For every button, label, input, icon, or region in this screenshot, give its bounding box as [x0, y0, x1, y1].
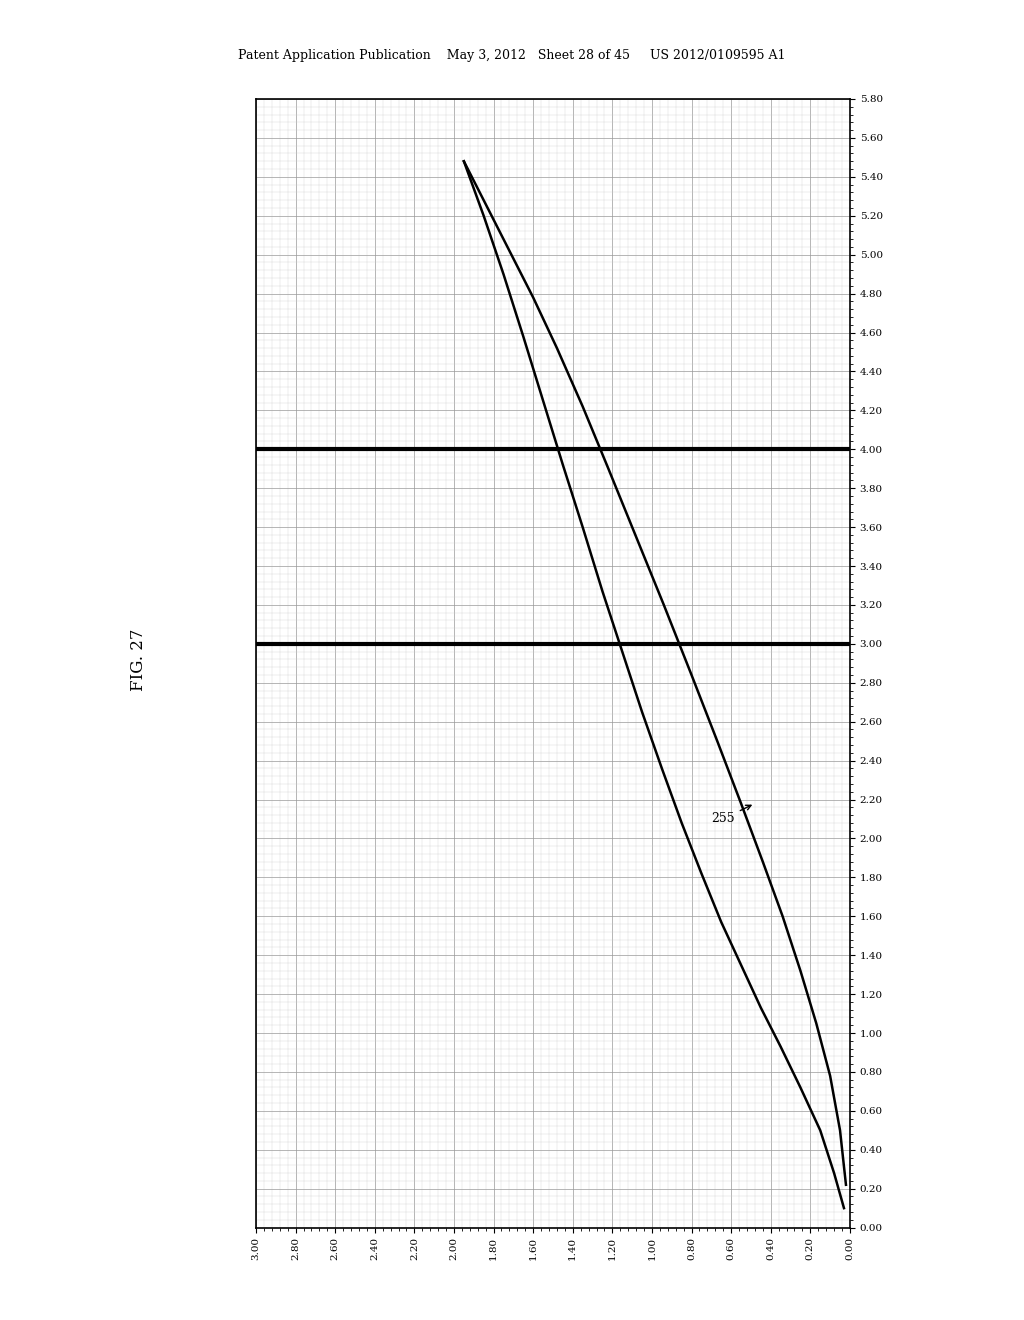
Text: FIG. 27: FIG. 27	[130, 628, 146, 692]
Text: Patent Application Publication    May 3, 2012   Sheet 28 of 45     US 2012/01095: Patent Application Publication May 3, 20…	[239, 49, 785, 62]
Text: 255: 255	[712, 805, 751, 825]
